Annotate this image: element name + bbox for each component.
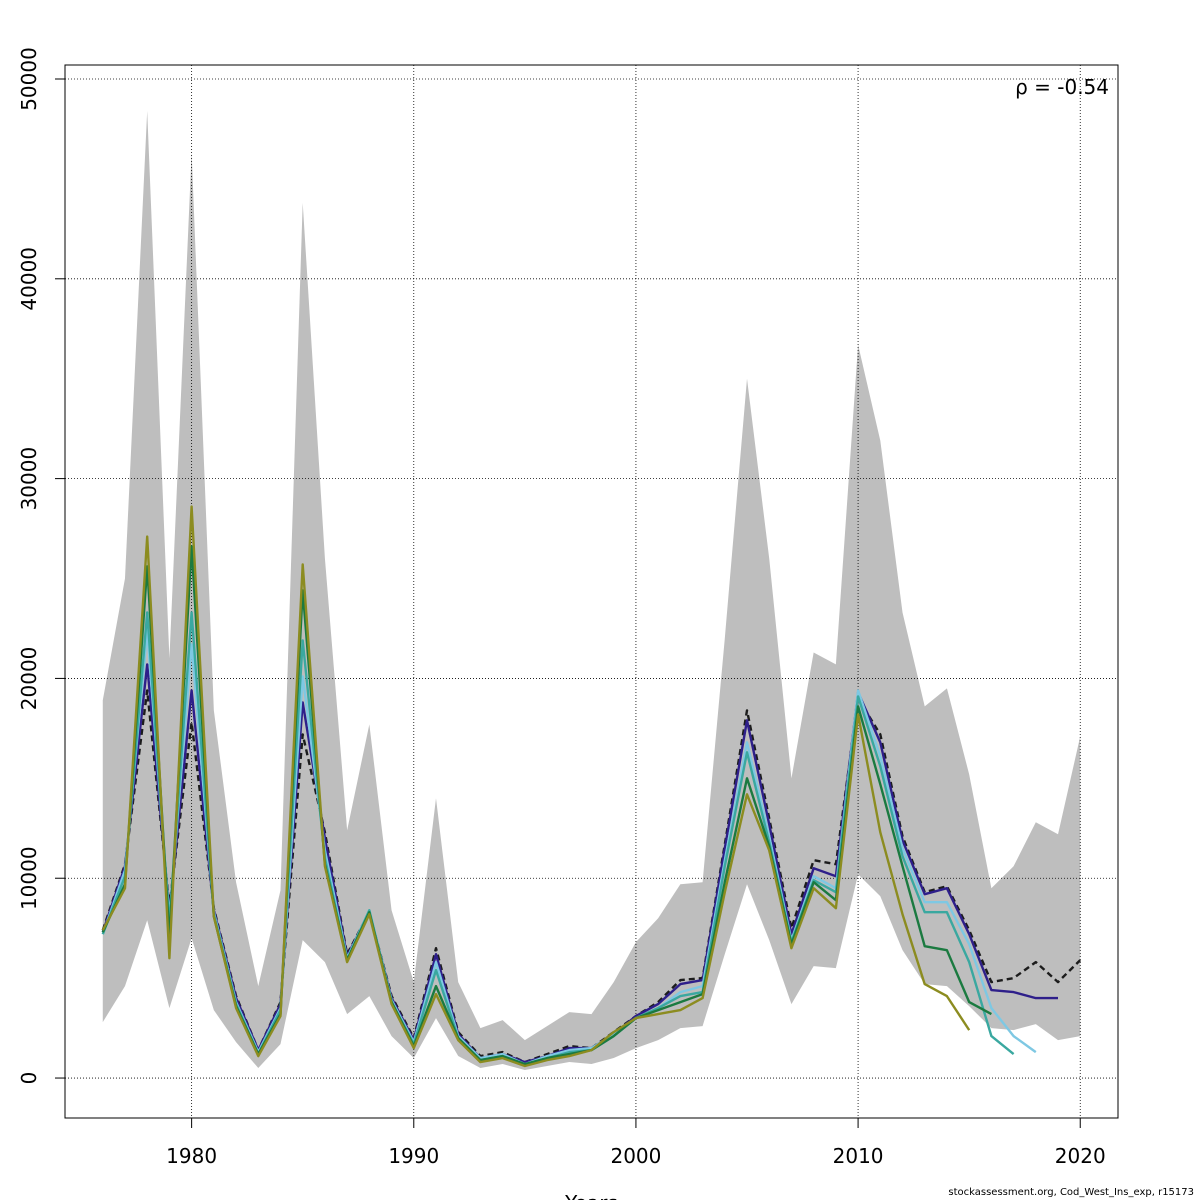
x-tick-label: 2010 [833,1144,884,1168]
y-tick-label: 50000 [17,47,41,111]
y-axis: 0 10000 20000 30000 40000 50000 [17,47,65,1084]
plot-frame [64,64,1119,1119]
x-axis-label: Years [564,1191,618,1200]
y-tick-label: 20000 [17,647,41,711]
confidence-band [102,110,1081,1071]
series-layer [101,505,1082,1068]
x-axis: 1980 1990 2000 2010 2020 [166,1118,1106,1168]
x-tick-label: 1990 [388,1144,439,1168]
series-line-6 [101,505,971,1068]
rho-annotation: ρ = -0.54 [1015,75,1109,99]
y-tick-label: 0 [17,1072,41,1085]
x-tick-label: 2000 [610,1144,661,1168]
y-tick-label: 10000 [17,846,41,910]
x-tick-label: 2020 [1055,1144,1106,1168]
footer-credit: stockassessment.org, Cod_West_Ins_exp, r… [948,1187,1194,1198]
y-tick-label: 30000 [17,447,41,511]
y-tick-label: 40000 [17,247,41,311]
confidence-band-layer [102,110,1081,1071]
x-tick-label: 1980 [166,1144,217,1168]
